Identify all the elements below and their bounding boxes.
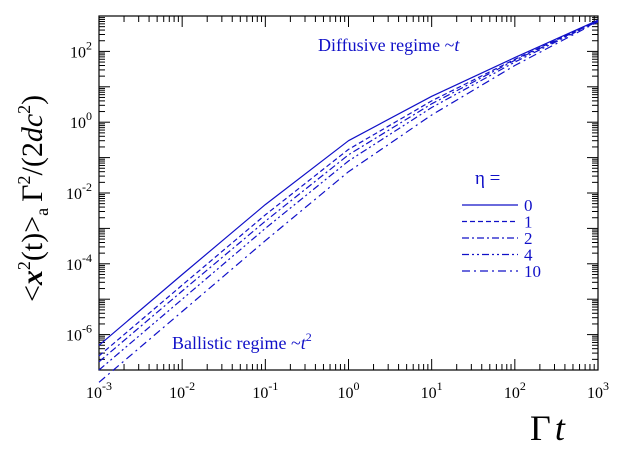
- x-tick-label: 102: [504, 379, 526, 402]
- x-tick-label: 10-2: [169, 379, 195, 402]
- legend-label-2: 2: [524, 229, 533, 248]
- ballistic-annotation: Ballistic regime ~t2: [172, 330, 312, 353]
- legend-label-10: 10: [524, 262, 541, 281]
- y-tick-label: 102: [70, 38, 92, 61]
- legend-label-1: 1: [524, 213, 533, 232]
- legend-label-4: 4: [524, 246, 533, 265]
- series-lines: [98, 19, 599, 383]
- legend-title: η =: [475, 168, 500, 189]
- series-line-eta-2: [98, 20, 599, 363]
- series-line-eta-0: [98, 19, 599, 346]
- y-tick-label: 10-4: [66, 251, 92, 274]
- series-line-eta-1: [98, 20, 599, 357]
- series-line-eta-10: [98, 21, 599, 383]
- y-tick-label: 10-6: [66, 322, 92, 345]
- axis-ticks: 10-3 10-2 10-1 100 101 102 10310-610-410-21001…: [66, 15, 609, 402]
- x-tick-label: 10-1: [252, 379, 278, 402]
- y-tick-label: 100: [70, 109, 92, 132]
- series-line-eta-4: [98, 20, 599, 371]
- x-tick-label: 103: [587, 379, 609, 402]
- y-tick-label: 10-2: [66, 180, 92, 203]
- x-tick-label: 10-3: [86, 379, 112, 402]
- x-tick-label: 101: [421, 379, 443, 402]
- legend-label-0: 0: [524, 196, 533, 215]
- diffusive-annotation: Diffusive regime ~t: [318, 35, 460, 55]
- plot-frame: [98, 15, 599, 371]
- y-axis-title: <x2(t)>aΓ2/(2dc2): [14, 95, 52, 302]
- x-tick-label: 100: [338, 379, 360, 402]
